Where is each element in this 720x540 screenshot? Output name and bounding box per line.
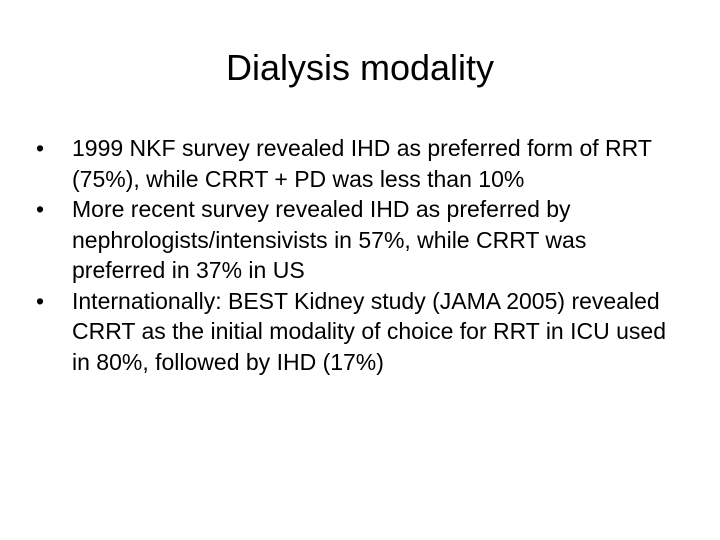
bullet-list: • 1999 NKF survey revealed IHD as prefer…: [36, 133, 686, 377]
bullet-marker: •: [36, 135, 45, 161]
bullet-marker: •: [36, 196, 45, 222]
bullet-text: More recent survey revealed IHD as prefe…: [72, 196, 587, 283]
bullet-marker: •: [36, 287, 45, 314]
slide-title: Dialysis modality: [225, 47, 495, 88]
bullet-item: • 1999 NKF survey revealed IHD as prefer…: [36, 133, 686, 194]
bullet-text: Internationally: BEST Kidney study (JAMA…: [72, 287, 666, 375]
bullet-item: • Internationally: BEST Kidney study (JA…: [36, 286, 686, 378]
bullet-item: • More recent survey revealed IHD as pre…: [36, 194, 686, 286]
bullet-text: 1999 NKF survey revealed IHD as preferre…: [72, 135, 652, 192]
